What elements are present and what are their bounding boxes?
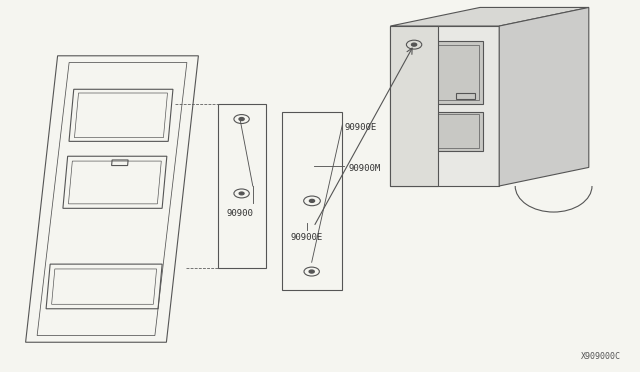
Circle shape [309,270,314,273]
Polygon shape [390,7,589,26]
Text: 90900M: 90900M [349,164,381,173]
Polygon shape [410,41,483,104]
Circle shape [412,43,417,46]
Text: 90900E: 90900E [291,233,323,242]
Text: 90900E: 90900E [344,123,376,132]
Circle shape [310,199,315,202]
Polygon shape [390,26,438,186]
Circle shape [239,192,244,195]
Text: X909000C: X909000C [581,352,621,361]
Circle shape [239,118,244,121]
Polygon shape [410,112,483,151]
Polygon shape [499,7,589,186]
Text: 90900: 90900 [227,209,253,218]
Polygon shape [390,26,499,186]
